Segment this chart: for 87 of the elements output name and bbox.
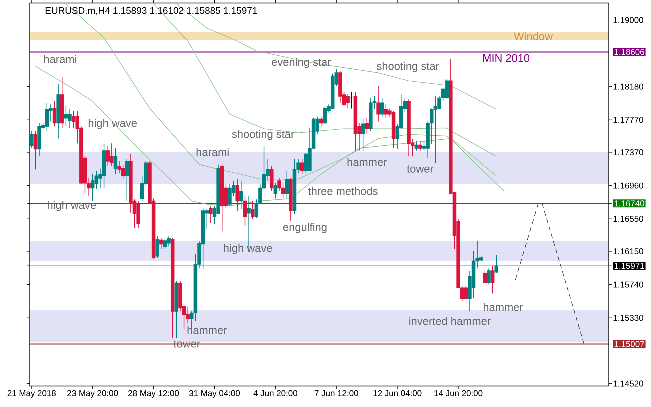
candlestick: [365, 118, 369, 134]
y-tick-label: 1.15740: [614, 282, 644, 288]
y-tick-label: 1.16740: [614, 200, 644, 207]
y-tick-label: 1.16960: [614, 182, 644, 189]
candlestick: [174, 281, 179, 339]
candlestick: [274, 182, 278, 200]
candlestick: [56, 84, 60, 139]
candlestick: [490, 266, 495, 294]
candlestick: [346, 94, 350, 109]
candlestick: [68, 109, 72, 128]
candlestick: [121, 164, 126, 180]
candlestick: [160, 238, 164, 250]
annotation: hammer: [348, 158, 388, 166]
annotation: tower: [407, 166, 434, 173]
candlestick: [167, 236, 171, 247]
candlestick: [434, 96, 438, 164]
candlestick: [487, 268, 491, 284]
y-tick-label: 1.15971: [614, 262, 644, 269]
candlestick: [369, 98, 373, 132]
candlestick: [320, 116, 324, 127]
candlestick: [136, 200, 140, 228]
x-tick-label: 14 Jun 20:00: [434, 390, 483, 396]
annotation: engulfing: [283, 223, 327, 234]
x-tick-label: 12 Jun 04:00: [374, 390, 422, 396]
annotation: shooting star: [232, 130, 294, 140]
x-tick-label: 21 May 2018: [8, 390, 56, 398]
x-tick-label: 7 Jun 12:00: [314, 390, 358, 396]
annotation: hammer: [188, 326, 228, 334]
candlestick: [114, 148, 118, 175]
annotation: high wave: [48, 201, 96, 212]
y-tick-label: 1.16550: [614, 216, 644, 222]
candlestick: [376, 86, 380, 122]
y-tick-label: 1.19000: [614, 17, 644, 24]
y-tick-label: 1.18180: [614, 84, 644, 90]
y-tick-label: 1.18606: [614, 49, 644, 56]
candlestick: [494, 254, 499, 274]
candlestick: [38, 122, 42, 157]
y-tick-label: 1.17370: [614, 149, 644, 156]
candlestick: [110, 143, 114, 167]
annotation: harami: [196, 148, 229, 156]
band-label: Window: [514, 32, 554, 40]
candlestick: [350, 92, 354, 109]
candlestick: [201, 208, 206, 270]
candlestick: [34, 130, 38, 170]
candlestick: [125, 158, 130, 202]
annotation: harami: [44, 55, 76, 64]
ref-line-label: MIN 2010: [483, 54, 530, 62]
x-tick-label: 23 May 20:00: [68, 390, 118, 398]
candlestick: [240, 180, 244, 210]
candlestick: [243, 196, 248, 227]
annotation: hammer: [484, 303, 524, 312]
y-tick-label: 1.17770: [614, 116, 644, 123]
candlestick: [414, 140, 419, 152]
annotation: inverted hammer: [410, 317, 491, 326]
x-tick-label: 4 Jun 20:00: [254, 390, 298, 396]
candlestick: [106, 146, 110, 167]
annotation: evening star: [272, 58, 332, 68]
candlestick: [407, 98, 411, 157]
candlestick: [300, 158, 304, 175]
candlestick: [90, 174, 95, 202]
annotation: shooting star: [377, 62, 440, 72]
candlestick: [156, 236, 160, 258]
candlestick: [60, 76, 64, 128]
y-tick-label: 1.15007: [614, 341, 644, 348]
y-tick-label: 1.16150: [614, 248, 644, 254]
candlestick: [228, 184, 232, 206]
y-tick-label: 1.14520: [614, 380, 644, 387]
candlestick: [361, 118, 366, 152]
y-tick-label: 1.15330: [614, 314, 644, 321]
x-tick-label: 31 May 04:00: [189, 390, 240, 398]
annotation: three methods: [308, 187, 378, 196]
candlestick: [418, 140, 422, 152]
candlestick: [45, 102, 50, 132]
candlestick: [236, 178, 240, 212]
chart-title: EURUSD.m,H4 1.15893 1.16102 1.15885 1.15971: [46, 7, 258, 16]
candlestick: [270, 166, 274, 192]
candlestick: [445, 79, 449, 100]
x-tick-label: 28 May 12:00: [128, 390, 180, 398]
candlestick: [209, 206, 213, 224]
candlestick: [289, 178, 293, 222]
candlestick: [338, 70, 342, 104]
candlestick: [285, 170, 289, 200]
candlestick: [384, 104, 388, 119]
candlestick: [30, 130, 34, 149]
candlestick: [64, 106, 68, 127]
candlestick: [163, 238, 168, 250]
candlestick: [250, 200, 255, 220]
